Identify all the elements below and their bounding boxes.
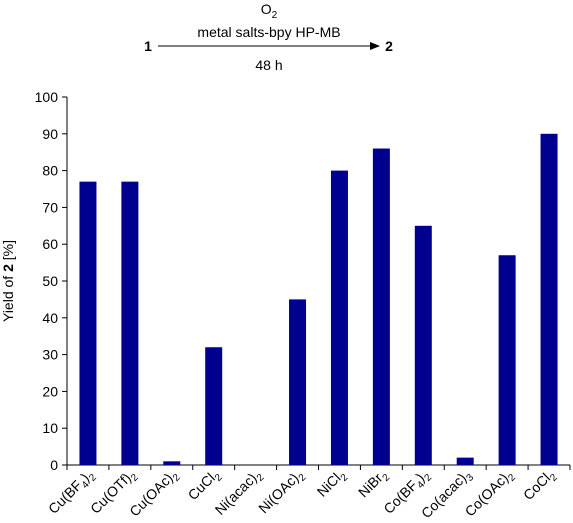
bar — [456, 457, 474, 465]
y-tick-label: 80 — [42, 163, 58, 179]
bars — [79, 133, 558, 466]
reaction-time: 48 h — [255, 57, 282, 73]
x-tick-label: NiBr2 — [355, 465, 393, 503]
x-tick-label: NiCl2 — [314, 465, 351, 502]
bar — [205, 347, 223, 465]
y-tick-label: 70 — [42, 199, 58, 215]
bar — [372, 148, 390, 465]
bar — [540, 133, 558, 466]
x-tick-label: Cu(BF4)2 — [45, 465, 99, 519]
x-tick-label: Ni(acac)2 — [212, 465, 267, 520]
x-tick-label: Ni(OAc)2 — [255, 465, 309, 519]
y-tick-label: 20 — [42, 383, 58, 399]
bar — [414, 225, 432, 465]
bar — [289, 299, 307, 465]
product-label: 2 — [385, 38, 393, 54]
y-tick-label: 100 — [35, 89, 59, 105]
bar — [498, 255, 516, 465]
x-tick-label: CoCl2 — [520, 465, 560, 505]
reactant-label: 1 — [144, 38, 152, 54]
reagent-catalyst: metal salts-bpy HP-MB — [197, 24, 340, 40]
y-tick-label: 50 — [42, 273, 58, 289]
bar — [79, 181, 97, 465]
y-tick-label: 40 — [42, 310, 58, 326]
y-axis-title: Yield of 2 [%] — [0, 240, 16, 322]
bar — [121, 181, 139, 465]
y-tick-label: 90 — [42, 126, 58, 142]
y-tick-label: 30 — [42, 347, 58, 363]
y-tick-label: 60 — [42, 236, 58, 252]
bar — [330, 170, 348, 465]
bar — [163, 461, 181, 465]
y-ticks: 0 10 20 30 40 50 60 70 80 90 100 — [35, 89, 571, 473]
y-tick-label: 10 — [42, 420, 58, 436]
x-tick-labels: Cu(BF4)2Cu(OTf)2Cu(OAc)2 CuCl2Ni(acac)2Ni… — [45, 465, 560, 522]
reaction-arrow-head — [370, 42, 380, 50]
reagent-oxygen: O2 — [261, 1, 278, 21]
reaction-scheme: 1 O2 metal salts-bpy HP-MB 48 h 2 — [144, 1, 393, 73]
y-tick-label: 0 — [50, 457, 58, 473]
